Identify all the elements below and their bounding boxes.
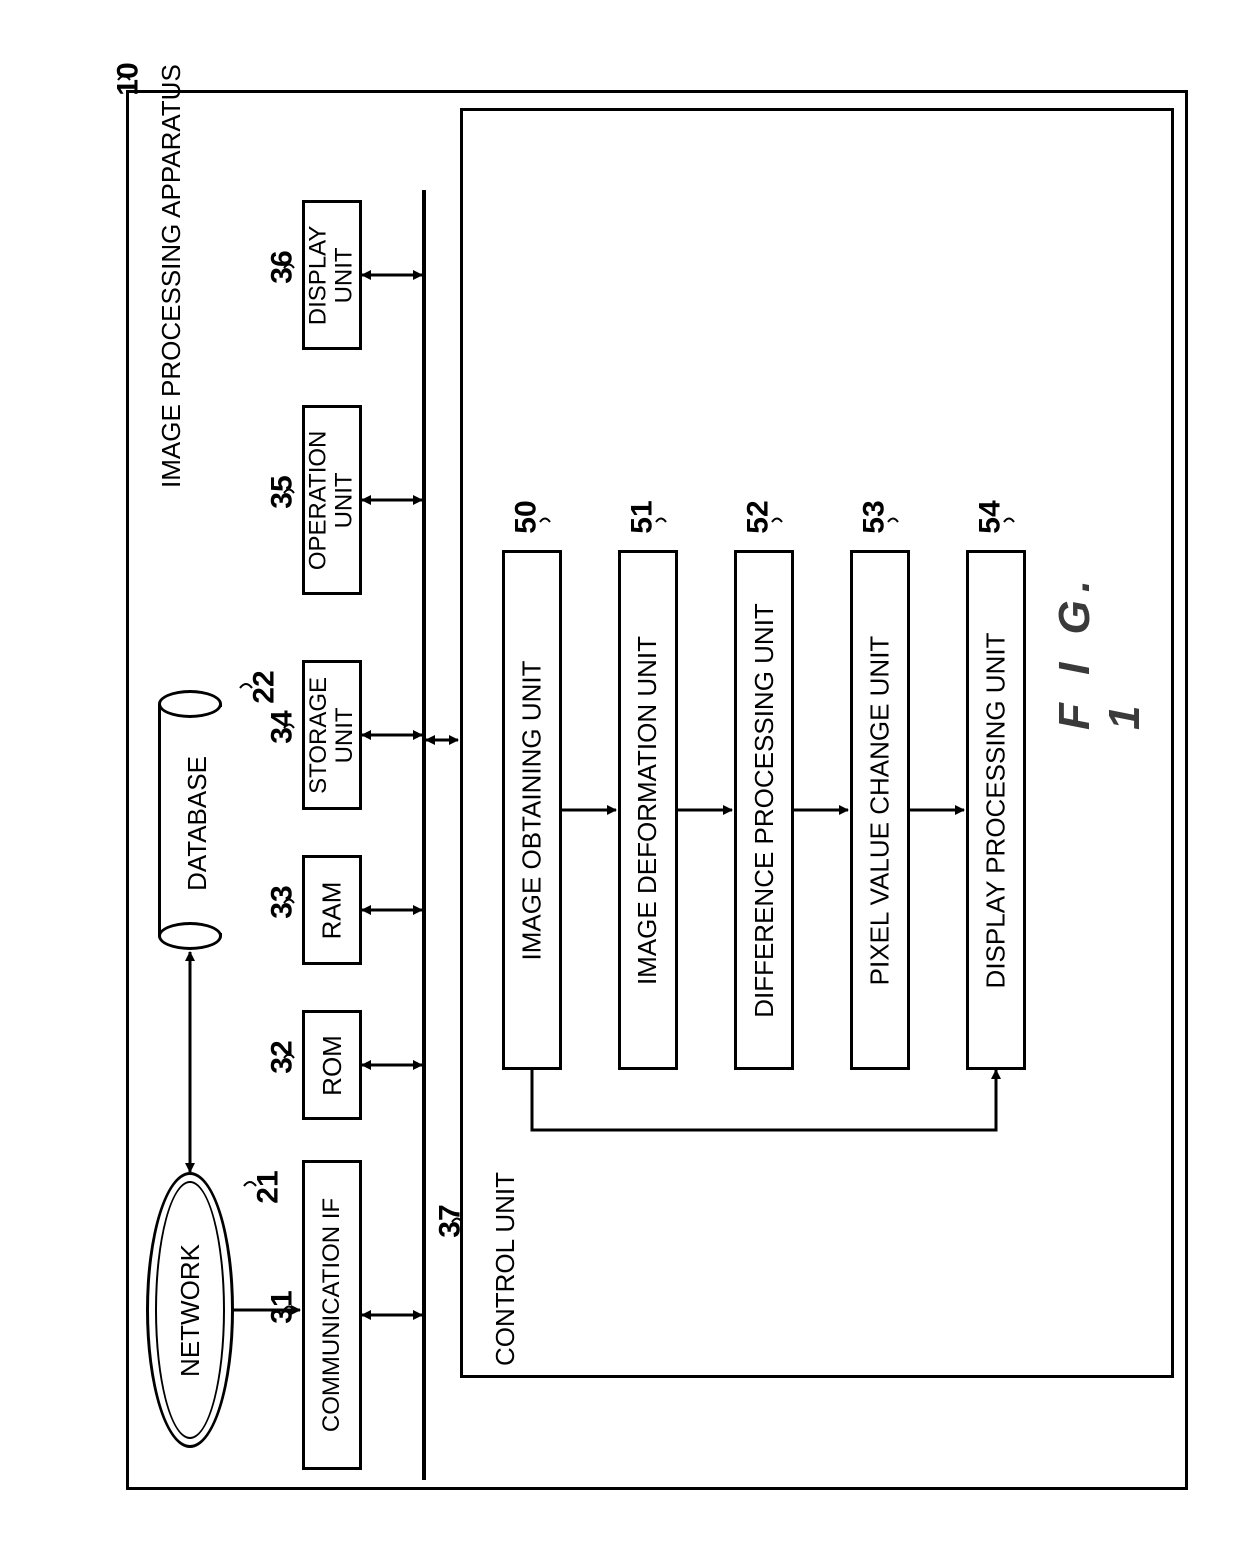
difference-processing-ref: 52 xyxy=(742,500,776,533)
comm-if-label: COMMUNICATION IF xyxy=(318,1198,346,1432)
display-box: DISPLAYUNIT xyxy=(302,200,362,350)
storage-ref: 34 xyxy=(266,710,300,743)
display-ref: 36 xyxy=(266,250,300,283)
operation-ref: 35 xyxy=(266,475,300,508)
control-unit-ref: 37 xyxy=(434,1204,468,1237)
storage-label: STORAGEUNIT xyxy=(306,677,359,794)
image-obtaining-label: IMAGE OBTAINING UNIT xyxy=(517,660,548,960)
image-deformation-box: IMAGE DEFORMATION UNIT xyxy=(618,550,678,1070)
display-processing-label: DISPLAY PROCESSING UNIT xyxy=(981,632,1012,988)
comm-if-box: COMMUNICATION IF xyxy=(302,1160,362,1470)
image-deformation-label: IMAGE DEFORMATION UNIT xyxy=(633,635,664,984)
pixel-value-change-ref: 53 xyxy=(858,500,892,533)
ram-label: RAM xyxy=(317,881,348,939)
image-obtaining-ref: 50 xyxy=(510,500,544,533)
display-processing-ref: 54 xyxy=(974,500,1008,533)
rom-label: ROM xyxy=(317,1035,348,1096)
apparatus-ref: 10 xyxy=(112,62,146,95)
bus-line xyxy=(422,190,426,1480)
display-label: DISPLAYUNIT xyxy=(306,225,359,325)
operation-box: OPERATIONUNIT xyxy=(302,405,362,595)
diagram-canvas: F I G. 1 NETWORK 21 DATABASE 22 IMAGE PR… xyxy=(0,0,1240,1567)
apparatus-title: IMAGE PROCESSING APPARATUS xyxy=(156,64,187,488)
image-deformation-ref: 51 xyxy=(626,500,660,533)
control-unit-box xyxy=(460,108,1174,1378)
pixel-value-change-label: PIXEL VALUE CHANGE UNIT xyxy=(865,635,896,985)
rom-ref: 32 xyxy=(266,1040,300,1073)
rom-box: ROM xyxy=(302,1010,362,1120)
comm-if-ref: 31 xyxy=(266,1290,300,1323)
difference-processing-box: DIFFERENCE PROCESSING UNIT xyxy=(734,550,794,1070)
control-unit-title: CONTROL UNIT xyxy=(490,1172,521,1366)
operation-label: OPERATIONUNIT xyxy=(306,430,359,570)
pixel-value-change-box: PIXEL VALUE CHANGE UNIT xyxy=(850,550,910,1070)
ram-box: RAM xyxy=(302,855,362,965)
difference-processing-label: DIFFERENCE PROCESSING UNIT xyxy=(749,603,780,1018)
image-obtaining-box: IMAGE OBTAINING UNIT xyxy=(502,550,562,1070)
storage-box: STORAGEUNIT xyxy=(302,660,362,810)
display-processing-box: DISPLAY PROCESSING UNIT xyxy=(966,550,1026,1070)
ram-ref: 33 xyxy=(266,885,300,918)
